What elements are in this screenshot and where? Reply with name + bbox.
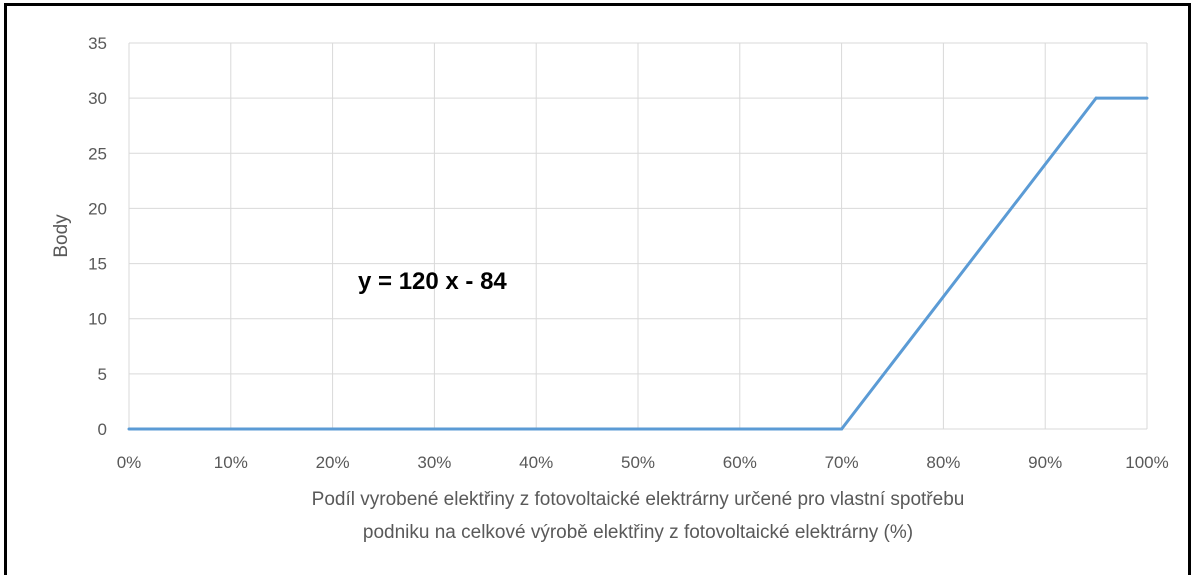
x-tick-label: 60% xyxy=(723,453,757,472)
y-tick-label: 15 xyxy=(88,255,107,274)
data-point xyxy=(1094,96,1098,100)
y-tick-label: 30 xyxy=(88,89,107,108)
y-tick-label: 20 xyxy=(88,199,107,218)
x-tick-label: 40% xyxy=(519,453,553,472)
y-tick-label: 10 xyxy=(88,310,107,329)
x-tick-labels: 0% 10% 20% 30% 40% 50% 60% 70% 80% 90% 100% xyxy=(117,453,1169,472)
y-tick-label: 25 xyxy=(88,144,107,163)
data-point xyxy=(840,427,844,431)
y-axis-title: Body xyxy=(51,214,72,258)
x-tick-label: 100% xyxy=(1125,453,1168,472)
y-tick-labels: 0 5 10 15 20 25 30 35 xyxy=(88,34,107,439)
series-line xyxy=(129,96,1147,431)
y-tick-label: 35 xyxy=(88,34,107,53)
y-tick-label: 0 xyxy=(98,420,107,439)
data-point xyxy=(1145,96,1149,100)
x-tick-label: 30% xyxy=(417,453,451,472)
x-tick-label: 50% xyxy=(621,453,655,472)
x-tick-label: 20% xyxy=(316,453,350,472)
gridlines xyxy=(128,42,1148,430)
x-tick-label: 10% xyxy=(214,453,248,472)
x-tick-label: 0% xyxy=(117,453,142,472)
x-tick-label: 80% xyxy=(926,453,960,472)
equation-annotation: y = 120 x - 84 xyxy=(358,268,507,295)
x-tick-label: 70% xyxy=(825,453,859,472)
data-point xyxy=(127,427,131,431)
y-tick-label: 5 xyxy=(98,365,107,384)
x-tick-label: 90% xyxy=(1028,453,1062,472)
x-axis-title-line2: podniku na celkové výrobě elektřiny z fo… xyxy=(363,522,913,543)
x-axis-title-line1: Podíl vyrobené elektřiny z fotovoltaické… xyxy=(312,489,965,510)
series-lines xyxy=(127,96,1149,431)
